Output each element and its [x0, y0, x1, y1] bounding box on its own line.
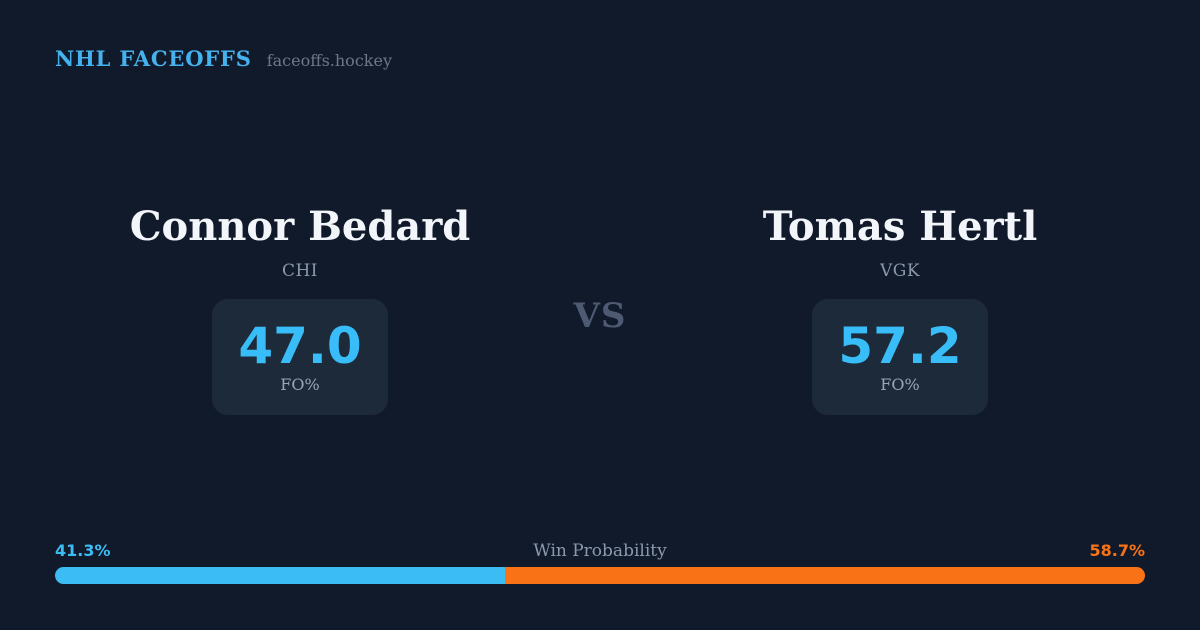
win-probability-bar [55, 567, 1145, 584]
win-probability-right-pct: 58.7% [1089, 541, 1145, 560]
player-team-code: VGK [879, 261, 921, 281]
player-panel-right: Tomas Hertl VGK 57.2 FO% [710, 205, 1090, 415]
player-name: Tomas Hertl [762, 203, 1038, 250]
win-bar-right-segment [505, 567, 1145, 584]
win-probability-left-pct: 41.3% [55, 541, 111, 560]
faceoff-pct-value: 57.2 [838, 316, 962, 375]
stat-card: 47.0 FO% [212, 299, 388, 415]
faceoff-pct-label: FO% [280, 374, 320, 394]
faceoff-pct-label: FO% [880, 374, 920, 394]
faceoff-pct-value: 47.0 [238, 316, 362, 375]
site-url-text: faceoffs.hockey [266, 51, 392, 70]
win-probability-labels: 41.3% Win Probability 58.7% [55, 541, 1145, 561]
brand-logo-text: NHL FACEOFFS [55, 46, 252, 71]
player-name: Connor Bedard [129, 203, 471, 250]
win-bar-left-segment [55, 567, 506, 584]
stat-card: 57.2 FO% [812, 299, 988, 415]
player-team-code: CHI [281, 261, 319, 281]
win-probability-title: Win Probability [533, 541, 667, 561]
header: NHL FACEOFFS faceoffs.hockey [55, 46, 392, 71]
player-panel-left: Connor Bedard CHI 47.0 FO% [110, 205, 490, 415]
vs-label: VS [573, 296, 627, 336]
